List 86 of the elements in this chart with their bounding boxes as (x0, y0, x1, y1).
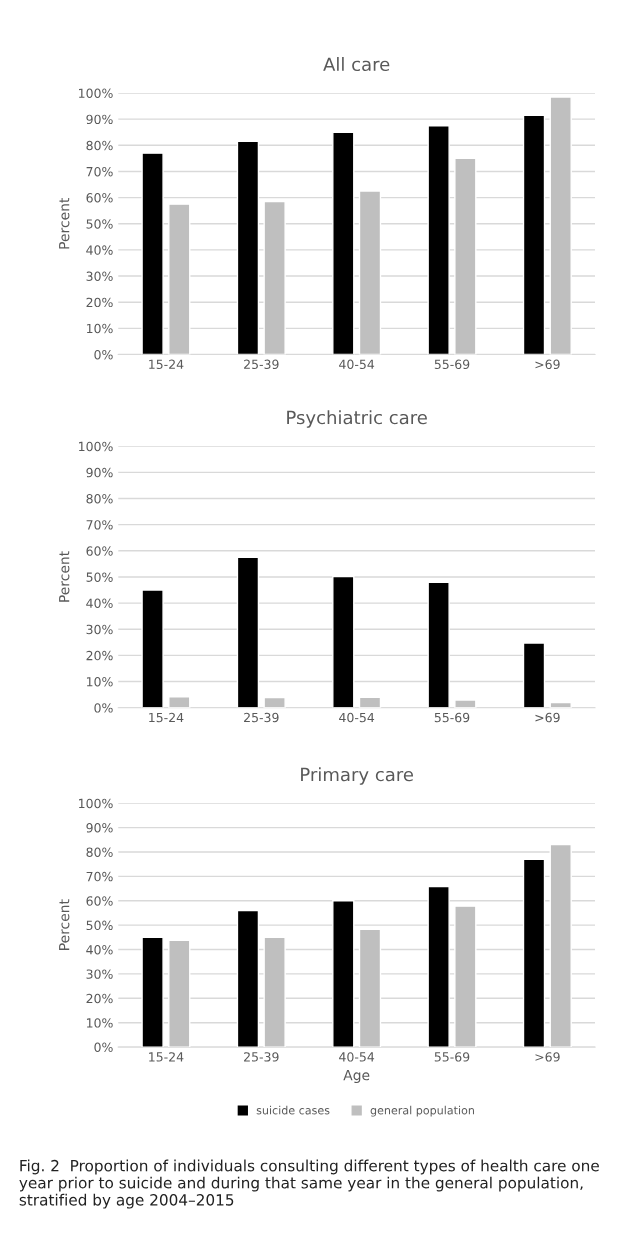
bar (454, 699, 477, 708)
y-tick-label: 50% (86, 572, 113, 582)
y-tick-label: 20% (86, 993, 113, 1004)
chart-title: Primary care (301, 767, 413, 785)
x-tick-label: 55-69 (434, 359, 470, 370)
y-tick-label: 0% (94, 349, 113, 360)
y-tick-label: 50% (86, 219, 113, 229)
x-tick-label: 15-24 (149, 712, 184, 723)
bar (141, 936, 164, 1048)
y-tick-label: 70% (86, 520, 113, 530)
y-tick-label: 30% (86, 624, 113, 635)
x-tick-label: >69 (535, 359, 560, 370)
y-tick-label: 20% (86, 297, 113, 308)
bar (549, 96, 572, 355)
x-tick-label: >69 (535, 1052, 560, 1062)
y-tick-label: 20% (86, 650, 113, 661)
y-tick-label: 100% (79, 88, 113, 98)
y-tick-label: 90% (86, 467, 113, 478)
bar (332, 900, 355, 1048)
y-tick-label: 90% (86, 114, 113, 125)
y-tick-label: 60% (86, 896, 113, 906)
y-tick-label: 70% (86, 871, 113, 882)
y-tick-label: 60% (86, 193, 113, 203)
bar (427, 885, 450, 1048)
bar (332, 575, 355, 708)
y-tick-label: 60% (86, 546, 113, 556)
y-tick-label: 40% (86, 598, 113, 609)
chart-title: All care (323, 57, 390, 72)
y-tick-label: 30% (86, 969, 113, 979)
bar (263, 696, 286, 708)
x-tick-label: 55-69 (434, 1052, 470, 1062)
bar (168, 203, 191, 355)
y-tick-label: 100% (79, 441, 113, 452)
x-tick-label: 55-69 (434, 712, 470, 723)
bar (549, 843, 572, 1048)
x-axis-title: Age (343, 1070, 370, 1084)
y-axis-title: Percent (59, 899, 70, 950)
bar (454, 905, 477, 1048)
y-tick-label: 0% (94, 703, 113, 713)
y-tick-label: 70% (86, 166, 113, 177)
y-tick-label: 50% (86, 920, 113, 931)
y-tick-label: 30% (86, 271, 113, 281)
y-tick-label: 80% (86, 140, 113, 151)
y-tick-label: 80% (86, 494, 113, 504)
bar (358, 928, 382, 1048)
x-tick-label: 25-39 (244, 359, 279, 370)
y-tick-label: 40% (86, 945, 113, 955)
x-tick-label: >69 (535, 712, 560, 723)
x-tick-label: 40-54 (339, 1052, 375, 1062)
bar (168, 696, 191, 708)
bar (522, 114, 546, 355)
bar (236, 140, 260, 355)
x-tick-label: 40-54 (339, 712, 375, 723)
y-tick-label: 80% (86, 847, 113, 857)
bar (522, 642, 546, 708)
bar (427, 125, 450, 355)
bar (141, 152, 164, 355)
legend-label: suicide cases (256, 1105, 330, 1115)
bar (358, 190, 382, 355)
x-tick-label: 15-24 (149, 1052, 184, 1062)
bar (332, 131, 355, 355)
bar (236, 909, 260, 1048)
caption: Fig. 2 Proportion of individuals consulting different types of health care one year prior to suicide and during that same year in the general population, stratified by age 2004–2015 (19, 1159, 599, 1209)
bar (263, 936, 286, 1048)
y-axis-title: Percent (59, 551, 70, 602)
bar (236, 556, 260, 708)
y-tick-label: 100% (79, 798, 113, 809)
bar (168, 939, 191, 1048)
y-tick-label: 0% (94, 1042, 113, 1053)
bar (263, 200, 286, 355)
bar (522, 858, 546, 1048)
y-tick-label: 10% (86, 323, 113, 334)
y-tick-label: 90% (86, 823, 113, 833)
x-tick-label: 15-24 (149, 359, 184, 370)
x-tick-label: 40-54 (339, 359, 375, 370)
y-tick-label: 10% (86, 677, 113, 687)
y-tick-label: 10% (86, 1018, 113, 1028)
y-axis-title: Percent (59, 197, 70, 249)
bar (141, 589, 164, 708)
y-tick-label: 40% (86, 245, 113, 255)
x-tick-label: 25-39 (244, 1052, 279, 1062)
chart-title: Psychiatric care (287, 410, 427, 428)
bar (427, 581, 450, 708)
x-tick-label: 25-39 (244, 712, 279, 723)
legend-label: general population (370, 1105, 474, 1117)
bar (454, 157, 477, 355)
